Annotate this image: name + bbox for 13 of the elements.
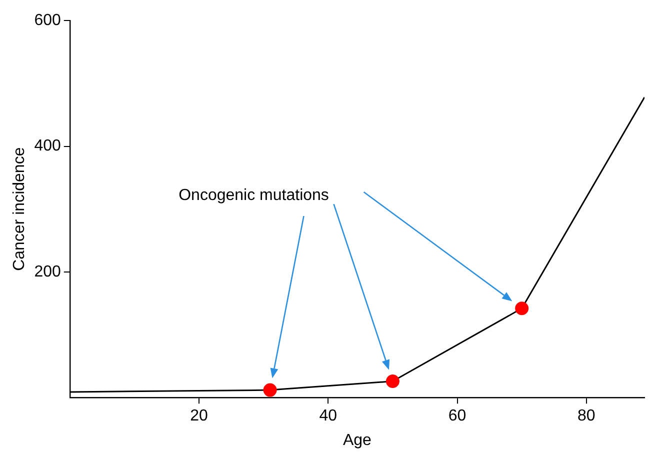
y-tick-label: 600	[34, 12, 61, 30]
point	[263, 383, 277, 397]
point	[386, 374, 400, 388]
x-tick-label: 20	[190, 408, 208, 425]
x-axis-title: Age	[342, 432, 372, 449]
x-tick-label: 40	[319, 408, 338, 425]
y-axis-title: Cancer incidence	[11, 147, 28, 271]
y-tick-label: 400	[34, 138, 61, 155]
x-tick-label: 80	[577, 408, 596, 425]
x-tick-label: 60	[448, 408, 466, 425]
y-tick-label: 200	[34, 263, 61, 280]
point	[515, 302, 529, 316]
annotation: Oncogenic mutations	[178, 187, 329, 204]
